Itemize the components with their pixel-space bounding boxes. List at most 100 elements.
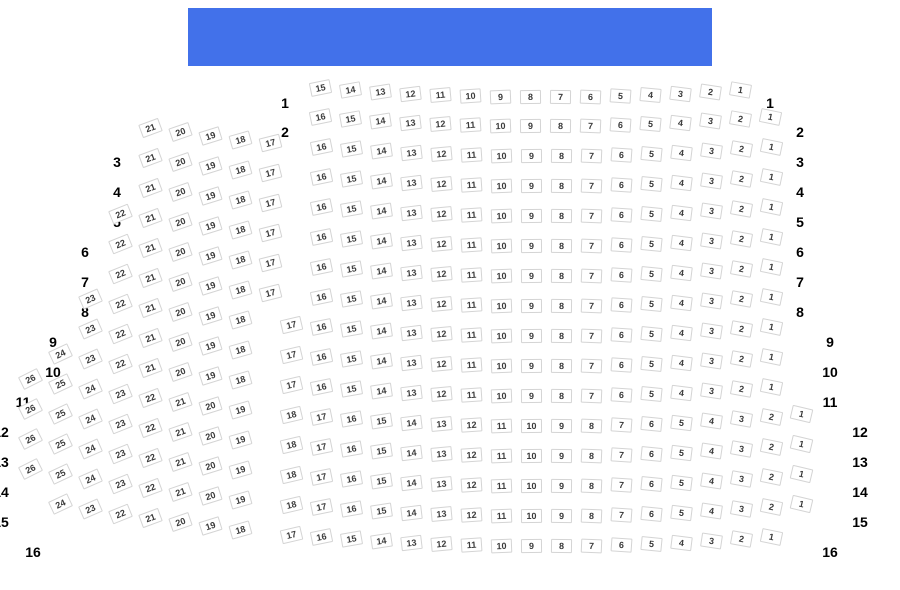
seat[interactable]: 9	[520, 208, 543, 224]
seat[interactable]: 15	[339, 530, 364, 549]
seat[interactable]: 11	[459, 117, 482, 133]
seat[interactable]: 14	[370, 352, 393, 370]
seat[interactable]: 7	[580, 298, 603, 314]
seat[interactable]: 11	[490, 478, 513, 494]
seat[interactable]: 2	[729, 320, 754, 338]
seat[interactable]: 6	[610, 357, 633, 373]
seat[interactable]: 10	[490, 148, 513, 164]
seat[interactable]: 3	[700, 322, 723, 340]
seat[interactable]: 16	[309, 228, 334, 247]
seat[interactable]: 12	[430, 296, 453, 313]
seat[interactable]: 2	[729, 290, 754, 308]
seat[interactable]: 9	[489, 89, 512, 105]
seat[interactable]: 10	[520, 418, 543, 434]
seat[interactable]: 13	[399, 114, 422, 132]
seat[interactable]: 15	[338, 110, 363, 129]
seat[interactable]: 11	[490, 418, 513, 434]
seat[interactable]: 14	[370, 202, 393, 220]
seat[interactable]: 3	[700, 172, 723, 190]
seat[interactable]: 12	[430, 236, 453, 253]
seat[interactable]: 7	[610, 507, 633, 523]
seat[interactable]: 10	[490, 388, 513, 404]
seat[interactable]: 2	[699, 83, 722, 101]
seat[interactable]: 3	[729, 410, 754, 428]
seat[interactable]: 7	[610, 477, 633, 493]
seat[interactable]: 8	[519, 89, 542, 105]
seat[interactable]: 6	[610, 267, 633, 283]
seat[interactable]: 10	[490, 268, 513, 284]
seat[interactable]: 5	[670, 444, 693, 461]
seat[interactable]: 14	[370, 532, 393, 550]
seat[interactable]: 7	[610, 417, 633, 433]
seat[interactable]: 17	[309, 468, 334, 487]
seat[interactable]: 2	[729, 380, 754, 398]
seat[interactable]: 5	[640, 356, 663, 372]
seat[interactable]: 16	[309, 378, 334, 397]
seat[interactable]: 16	[309, 528, 334, 547]
seat[interactable]: 14	[400, 414, 423, 432]
seat[interactable]: 14	[370, 382, 393, 400]
seat[interactable]: 5	[640, 296, 663, 312]
seat[interactable]: 5	[640, 536, 663, 552]
seat[interactable]: 4	[670, 264, 693, 281]
seat[interactable]: 13	[430, 446, 453, 463]
seat[interactable]: 9	[520, 328, 543, 344]
seat[interactable]: 3	[729, 470, 754, 488]
seat[interactable]: 13	[400, 384, 423, 402]
seat[interactable]: 5	[640, 386, 663, 402]
seat[interactable]: 3	[699, 112, 722, 130]
seat[interactable]: 13	[400, 324, 423, 342]
seat[interactable]: 12	[430, 266, 453, 283]
seat[interactable]: 14	[370, 232, 393, 250]
seat[interactable]: 6	[610, 207, 633, 223]
seat[interactable]: 8	[580, 478, 603, 494]
seat[interactable]: 6	[610, 177, 633, 193]
seat[interactable]: 13	[400, 354, 423, 372]
seat[interactable]: 3	[700, 352, 723, 370]
seat[interactable]: 11	[490, 508, 513, 524]
seat[interactable]: 1	[759, 137, 784, 156]
seat[interactable]: 15	[339, 290, 364, 309]
seat[interactable]: 15	[339, 140, 364, 159]
seat[interactable]: 14	[369, 112, 392, 130]
seat[interactable]: 11	[460, 297, 483, 313]
seat[interactable]: 7	[610, 447, 633, 463]
seat[interactable]: 7	[580, 538, 603, 554]
seat[interactable]: 6	[579, 89, 602, 105]
seat[interactable]: 16	[309, 318, 334, 337]
seat[interactable]: 8	[550, 358, 573, 374]
seat[interactable]: 14	[370, 292, 393, 310]
seat[interactable]: 9	[550, 418, 573, 434]
seat[interactable]: 7	[580, 208, 603, 224]
seat[interactable]: 5	[640, 146, 663, 162]
seat[interactable]: 14	[338, 81, 363, 100]
seat[interactable]: 6	[609, 117, 632, 133]
seat[interactable]: 14	[400, 474, 423, 492]
seat[interactable]: 1	[758, 107, 783, 126]
seat[interactable]: 13	[400, 204, 423, 222]
seat[interactable]: 3	[729, 440, 754, 458]
seat[interactable]: 6	[640, 446, 663, 462]
seat[interactable]: 3	[729, 500, 754, 518]
seat[interactable]: 13	[430, 416, 453, 433]
seat[interactable]: 4	[670, 294, 693, 311]
seat[interactable]: 7	[580, 388, 603, 404]
seat[interactable]: 12	[430, 386, 453, 403]
seat[interactable]: 11	[460, 327, 483, 343]
seat[interactable]: 13	[430, 476, 453, 493]
seat[interactable]: 15	[370, 502, 393, 520]
seat[interactable]: 12	[460, 507, 483, 523]
seat[interactable]: 4	[670, 204, 693, 221]
seat[interactable]: 13	[400, 264, 423, 282]
seat[interactable]: 9	[520, 388, 543, 404]
seat[interactable]: 15	[308, 79, 333, 98]
seat[interactable]: 16	[339, 470, 364, 489]
seat[interactable]: 10	[490, 238, 513, 254]
seat[interactable]: 5	[609, 88, 632, 104]
seat[interactable]: 16	[309, 138, 334, 157]
seat[interactable]: 14	[400, 444, 423, 462]
seat[interactable]: 5	[670, 504, 693, 521]
seat[interactable]: 3	[700, 292, 723, 310]
seat[interactable]: 12	[430, 146, 453, 163]
seat[interactable]: 11	[460, 147, 483, 163]
